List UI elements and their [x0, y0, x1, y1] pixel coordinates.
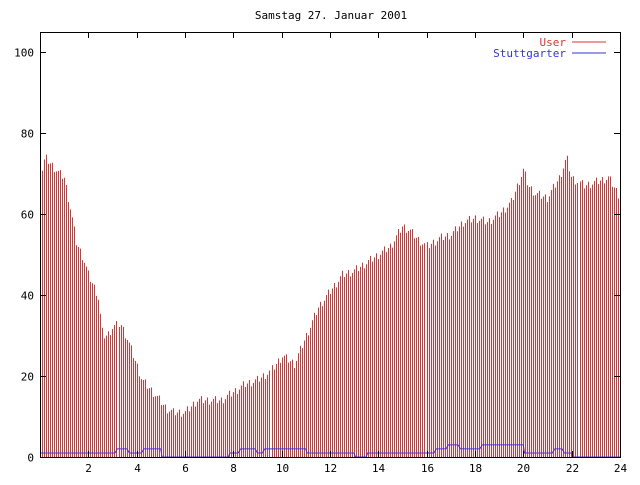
x-tick-label: 22 [566, 462, 579, 475]
x-tick-label: 2 [85, 462, 92, 475]
chart-title: Samstag 27. Januar 2001 [255, 9, 407, 22]
x-tick-label: 18 [469, 462, 482, 475]
legend: User Stuttgarter [493, 36, 606, 60]
x-tick-label: 10 [276, 462, 289, 475]
y-tick-label: 60 [21, 209, 34, 222]
y-tick-label: 40 [21, 290, 34, 303]
legend-label-user: User [540, 36, 567, 49]
x-tick-label: 16 [421, 462, 434, 475]
legend-label-stuttgarter: Stuttgarter [493, 47, 566, 60]
y-tick-label: 20 [21, 371, 34, 384]
x-tick-label: 12 [324, 462, 337, 475]
x-tick-label: 14 [372, 462, 386, 475]
x-tick-label: 8 [230, 462, 237, 475]
x-tick-label: 20 [517, 462, 530, 475]
x-tick-label: 24 [614, 462, 628, 475]
x-tick-label: 6 [182, 462, 189, 475]
y-tick-label: 80 [21, 128, 34, 141]
y-tick-label: 100 [14, 47, 34, 60]
x-tick-label: 4 [134, 462, 141, 475]
user-bars [40, 154, 621, 457]
y-tick-label: 0 [27, 452, 34, 465]
